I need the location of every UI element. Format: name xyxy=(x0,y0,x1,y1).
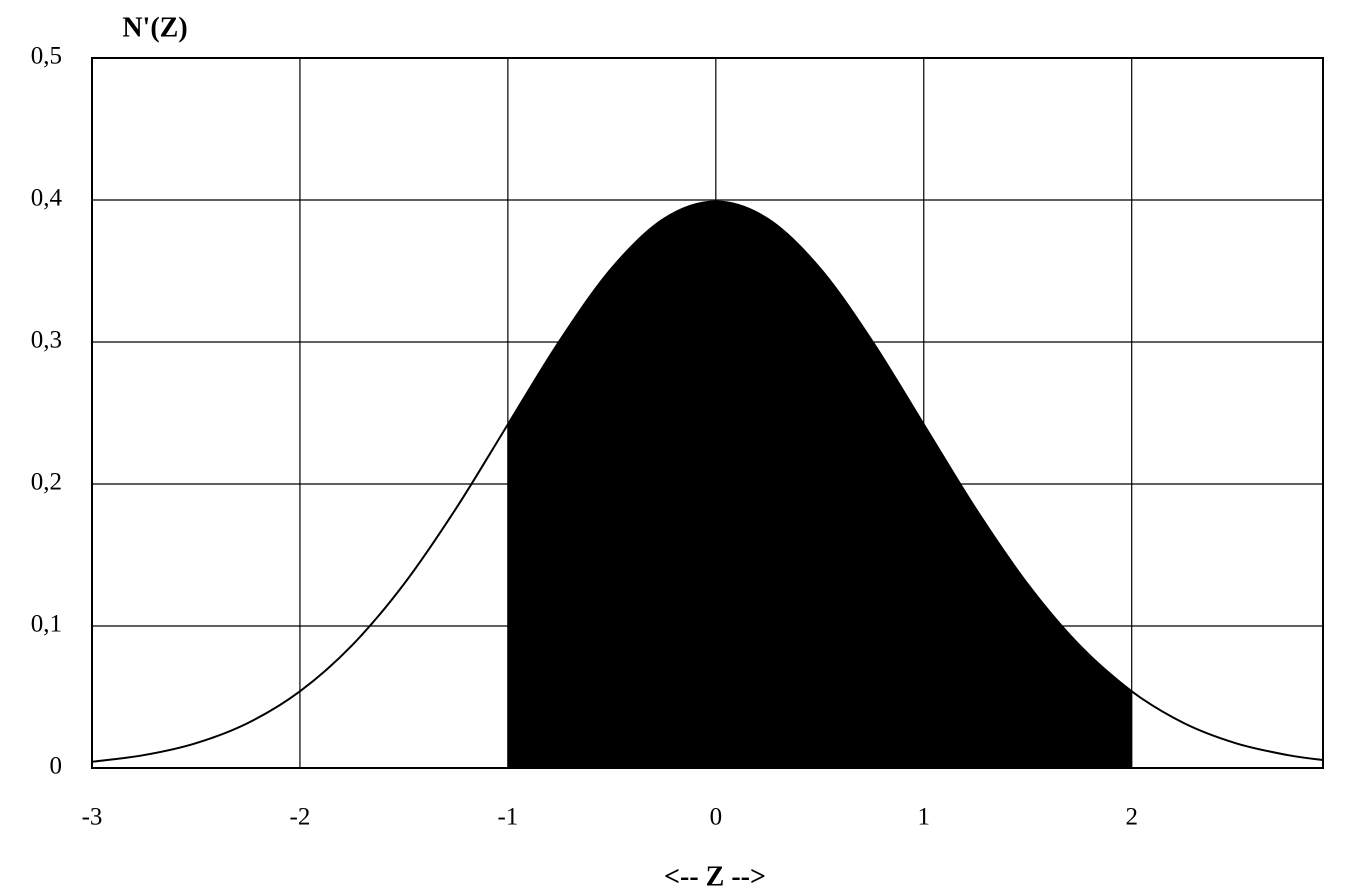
x-tick-label: 0 xyxy=(710,804,723,831)
x-tick-label: -3 xyxy=(82,804,103,831)
y-tick-label: 0,1 xyxy=(31,611,62,638)
y-tick-label: 0 xyxy=(50,753,63,780)
y-tick-label: 0,5 xyxy=(31,43,62,70)
chart-title: N'(Z) xyxy=(122,12,187,43)
y-tick-label: 0,3 xyxy=(31,327,62,354)
x-tick-label: -1 xyxy=(497,804,518,831)
x-tick-label: 2 xyxy=(1125,804,1138,831)
shaded-area xyxy=(507,201,1133,769)
x-axis-label: <-- Z --> xyxy=(664,861,766,892)
x-tick-label: 1 xyxy=(918,804,931,831)
y-tick-label: 0,2 xyxy=(31,469,62,496)
x-tick-label: -2 xyxy=(290,804,311,831)
plot-frame xyxy=(91,57,1324,769)
y-tick-label: 0,4 xyxy=(31,185,63,212)
